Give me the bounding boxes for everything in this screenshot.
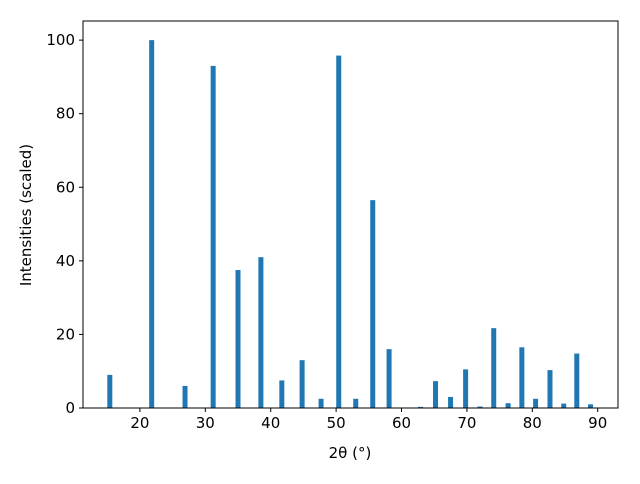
bar bbox=[182, 385, 188, 408]
x-axis-label: 2θ (°) bbox=[329, 444, 372, 462]
bar bbox=[210, 65, 216, 409]
y-tick-label: 60 bbox=[56, 178, 75, 196]
bar bbox=[547, 370, 553, 408]
bar bbox=[279, 380, 285, 408]
x-tick-label: 40 bbox=[261, 414, 280, 432]
bar bbox=[386, 349, 392, 408]
bar bbox=[588, 404, 594, 408]
bar bbox=[533, 398, 539, 408]
x-tick-label: 20 bbox=[130, 414, 149, 432]
bar bbox=[370, 200, 376, 408]
bar bbox=[519, 347, 525, 408]
bar bbox=[477, 406, 483, 408]
y-tick-label: 0 bbox=[65, 399, 75, 417]
bar bbox=[505, 403, 511, 408]
plot-frame bbox=[82, 20, 619, 409]
y-tick-label: 20 bbox=[56, 325, 75, 343]
bar bbox=[574, 353, 580, 408]
bar bbox=[107, 374, 113, 408]
bar bbox=[299, 360, 305, 408]
bar bbox=[258, 257, 264, 408]
bar bbox=[448, 396, 454, 408]
y-tick-label: 100 bbox=[46, 31, 75, 49]
x-tick-label: 70 bbox=[457, 414, 476, 432]
x-tick-label: 90 bbox=[588, 414, 607, 432]
bar bbox=[149, 40, 155, 409]
bar bbox=[235, 270, 241, 408]
bar bbox=[318, 398, 324, 408]
y-tick-label: 80 bbox=[56, 105, 75, 123]
x-tick-label: 80 bbox=[523, 414, 542, 432]
bar bbox=[433, 381, 439, 408]
x-tick-label: 30 bbox=[196, 414, 215, 432]
x-tick-label: 60 bbox=[392, 414, 411, 432]
bar bbox=[463, 369, 469, 408]
y-tick-label: 40 bbox=[56, 252, 75, 270]
x-tick-label: 50 bbox=[327, 414, 346, 432]
bar bbox=[336, 55, 342, 409]
bar bbox=[491, 328, 497, 408]
bar bbox=[561, 403, 567, 408]
bar bbox=[353, 398, 359, 408]
bar bbox=[417, 406, 423, 408]
y-axis-label: Intensities (scaled) bbox=[17, 144, 35, 286]
